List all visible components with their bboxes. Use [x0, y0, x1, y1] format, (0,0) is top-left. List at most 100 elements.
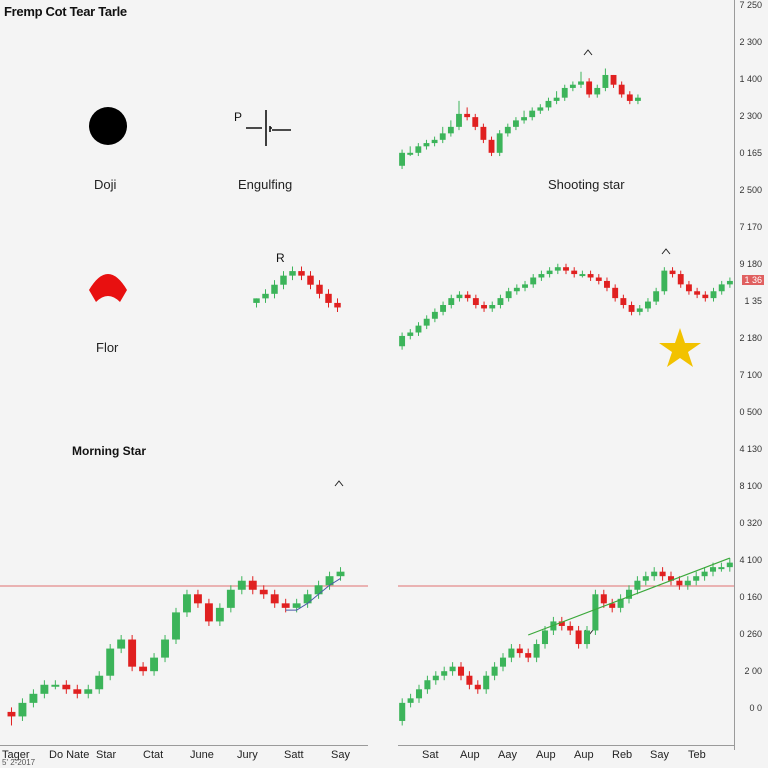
candle-up: [215, 607, 224, 622]
candle-up: [642, 576, 649, 581]
candle-up: [553, 97, 560, 101]
candle-up: [51, 684, 60, 687]
candle-up: [449, 666, 456, 672]
right-axis-tick: 2 300: [739, 37, 762, 47]
candle-down: [620, 298, 627, 305]
candle-down: [139, 666, 148, 672]
candle-down: [516, 648, 523, 654]
candle-up: [561, 87, 568, 98]
candle-up: [653, 291, 660, 302]
candle-up: [709, 567, 717, 572]
candle-up: [634, 580, 641, 590]
bottom-left-baseline: [0, 745, 368, 746]
candle-down: [677, 274, 684, 285]
candlestick-panel-2: [399, 263, 733, 350]
candle-down: [7, 711, 16, 717]
candle-down: [610, 74, 617, 85]
r-marker-text: R: [276, 251, 285, 265]
candle-up: [693, 576, 700, 581]
bottom-axis-tick: Aup: [536, 749, 556, 761]
right-axis-tick: 0 260: [739, 629, 762, 639]
candle-down: [281, 603, 290, 608]
candle-down: [685, 284, 692, 292]
candle-down: [128, 639, 137, 667]
candle-down: [567, 625, 574, 631]
right-axis-tick: 0 320: [739, 518, 762, 528]
candlestick-panel-1: [399, 68, 641, 170]
candle-up: [84, 689, 93, 694]
candle-down: [62, 684, 71, 690]
candle-up: [415, 689, 423, 699]
bottom-axis-tick: Reb: [612, 749, 633, 761]
bottom-axis-tick: June: [190, 749, 214, 761]
candle-up: [117, 639, 126, 649]
candle-up: [483, 675, 490, 690]
candle-up: [280, 275, 287, 285]
candle-up: [645, 301, 651, 309]
candle-down: [586, 81, 593, 95]
doji-label: Doji: [94, 177, 117, 192]
candle-up: [423, 143, 430, 147]
candle-up: [441, 671, 448, 676]
candle-up: [710, 291, 717, 299]
chart-title: Fremp Cot Tear Tarle: [4, 4, 127, 19]
candle-down: [193, 594, 202, 604]
candle-up: [538, 274, 545, 278]
candle-up: [496, 133, 503, 153]
bottom-axis-tick: Do Nate: [49, 749, 90, 761]
candle-up: [499, 657, 507, 667]
candle-down: [694, 291, 701, 295]
candle-up: [447, 126, 454, 134]
candle-up: [183, 594, 191, 613]
bottom-axis-tick: Aup: [460, 749, 480, 761]
candle-up: [399, 152, 405, 166]
shooting-star-label: Shooting star: [548, 177, 625, 192]
candle-up: [95, 675, 104, 690]
candle-down: [248, 580, 257, 590]
candle-up: [431, 311, 438, 319]
right-axis-tick: 0 500: [739, 407, 762, 417]
candle-up: [172, 612, 180, 640]
candle-up: [533, 644, 540, 658]
engulfing-marker-text: P: [234, 110, 243, 124]
bottom-right-baseline: [398, 745, 734, 746]
candle-down: [259, 589, 268, 595]
candle-up: [226, 589, 235, 608]
candle-up: [415, 146, 422, 153]
candle-down: [270, 594, 279, 604]
candle-up: [583, 630, 591, 645]
bottom-axis-tick: Tager: [2, 749, 30, 761]
footnote-text: 5' 2-2017: [2, 758, 36, 767]
candle-down: [464, 294, 471, 299]
candle-up: [530, 277, 537, 285]
candle-up: [456, 294, 463, 299]
candle-up: [489, 305, 496, 309]
candle-up: [718, 567, 725, 570]
candle-up: [456, 113, 462, 127]
candle-up: [578, 81, 584, 85]
right-axis-tick: 7 170: [739, 222, 762, 232]
candle-down: [595, 277, 602, 281]
right-axis-tick: 2 300: [739, 111, 762, 121]
candle-up: [440, 305, 447, 312]
morning-star-label: Morning Star: [72, 444, 146, 458]
candle-up: [602, 74, 609, 88]
candle-up: [546, 270, 553, 275]
candle-down: [604, 280, 610, 288]
candle-up: [407, 332, 414, 336]
doji-circle-icon: [89, 107, 127, 145]
candle-up: [237, 580, 246, 590]
candle-up: [684, 580, 691, 586]
candle-up: [592, 594, 599, 631]
candle-up: [336, 571, 345, 577]
candle-up: [399, 335, 406, 347]
candle-up: [726, 280, 733, 285]
candle-up: [545, 100, 552, 108]
candle-up: [150, 657, 159, 672]
bottom-axis-tick: Jury: [237, 749, 258, 761]
candle-down: [628, 305, 635, 312]
right-axis-highlight-tick: 1 36: [742, 275, 764, 285]
candle-up: [594, 87, 601, 95]
